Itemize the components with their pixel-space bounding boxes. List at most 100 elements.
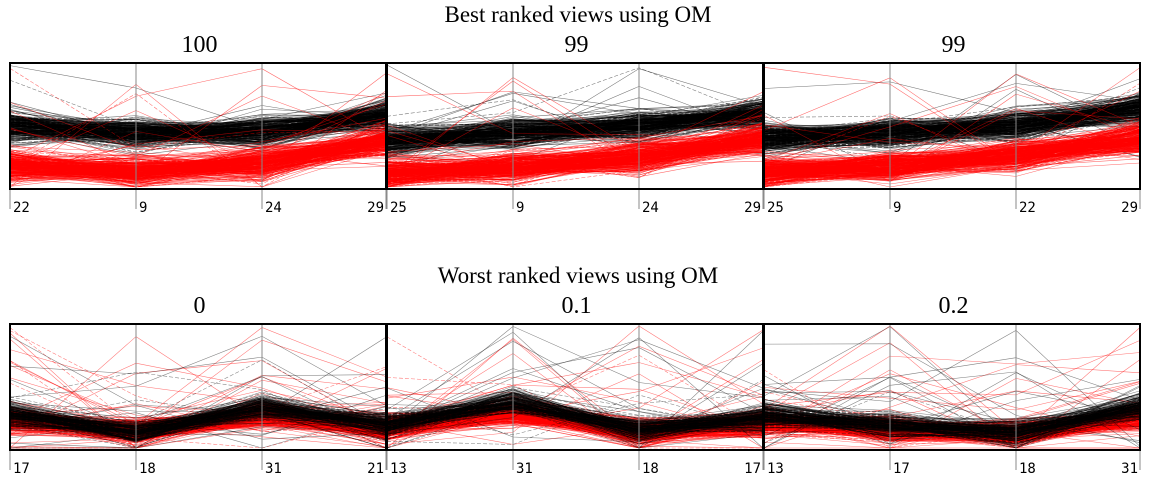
polylines-group	[386, 325, 764, 449]
polyline-red	[386, 336, 764, 424]
polyline-red	[763, 113, 1141, 171]
polyline-black	[386, 120, 764, 136]
axis-tick-label: 25	[767, 200, 784, 216]
panel-title-best-1: 100	[181, 32, 218, 58]
axis-tick-label: 18	[642, 461, 659, 477]
polyline-red	[9, 68, 387, 148]
polyline-black	[763, 343, 1141, 443]
polyline-black	[763, 330, 1141, 447]
polyline-black	[763, 404, 1141, 437]
polyline-black	[763, 405, 1141, 429]
polyline-red	[386, 143, 764, 164]
polyline-black	[763, 412, 1141, 434]
polyline-black	[386, 102, 764, 146]
axis-tick-label: 25	[390, 200, 407, 216]
polyline-black	[763, 376, 1141, 449]
polyline-red	[386, 147, 764, 178]
polyline-black	[763, 112, 1141, 135]
polyline-black	[763, 391, 1141, 427]
polyline-red	[9, 149, 387, 176]
polyline-black	[9, 359, 387, 432]
axis-tick-label: 18	[139, 461, 156, 477]
polyline-red	[386, 139, 764, 179]
polyline-red	[386, 142, 764, 184]
polyline-black	[763, 410, 1141, 440]
polyline-black	[9, 117, 387, 141]
polyline-red	[763, 340, 1141, 407]
polyline-black	[386, 406, 764, 439]
polyline-black	[386, 121, 764, 143]
polyline-black	[9, 417, 387, 440]
polyline-red	[9, 146, 387, 167]
polyline-black	[386, 392, 764, 438]
polyline-black	[9, 116, 387, 129]
polyline-red	[9, 110, 387, 166]
polyline-black	[386, 337, 764, 449]
polyline-red	[386, 139, 764, 167]
polyline-black	[386, 330, 764, 449]
polyline-black	[386, 398, 764, 439]
axis-tick-label: 17	[13, 461, 30, 477]
axis-tick-label: 9	[893, 200, 901, 216]
polyline-red	[763, 128, 1141, 173]
polyline-black	[386, 405, 764, 433]
polyline-red	[763, 134, 1141, 179]
axis-tick-label: 24	[642, 200, 659, 216]
polyline-black	[763, 116, 1141, 135]
axis-tick-label: 17	[893, 461, 910, 477]
panel-title-worst-2: 0.1	[561, 293, 592, 319]
polyline-black	[9, 402, 387, 441]
polyline-black	[386, 326, 764, 430]
polyline-black	[763, 386, 1141, 449]
parallel-plot-best-1: 22 9 24 29	[9, 62, 387, 216]
polyline-red	[386, 325, 764, 445]
polyline-black	[763, 371, 1141, 449]
polyline-black	[763, 103, 1141, 144]
polyline-black	[9, 335, 387, 406]
polyline-red	[763, 381, 1141, 411]
polyline-red	[9, 134, 387, 185]
polyline-red	[9, 360, 387, 435]
polyline-red	[763, 93, 1141, 182]
polyline-black	[763, 400, 1141, 432]
axis-tick-label: 29	[744, 200, 761, 216]
polyline-red	[9, 375, 387, 449]
polyline-black	[9, 409, 387, 430]
polylines-group	[763, 325, 1141, 449]
axis-tick-label: 13	[767, 461, 784, 477]
axis-tick-label: 18	[1019, 461, 1036, 477]
polyline-red	[763, 327, 1141, 444]
polyline-red	[9, 83, 387, 188]
parallel-plot-worst-1: 17 18 31 21	[9, 323, 387, 477]
polyline-red	[9, 338, 387, 449]
polyline-red	[763, 134, 1141, 187]
polyline-red	[386, 131, 764, 173]
polyline-red	[386, 90, 764, 172]
polyline-red	[386, 136, 764, 176]
polyline-black	[9, 414, 387, 433]
polyline-black	[9, 79, 387, 129]
polyline-black	[763, 372, 1141, 445]
polyline-black	[9, 114, 387, 145]
polyline-black	[386, 392, 764, 430]
polyline-red	[9, 150, 387, 167]
polyline-black	[386, 116, 764, 151]
polyline-red	[386, 353, 764, 449]
parallel-plot-worst-3: 13 17 18 31	[763, 323, 1141, 477]
polyline-black	[763, 116, 1141, 150]
best-section-title: Best ranked views using OM	[444, 2, 712, 27]
polyline-black	[386, 408, 764, 430]
polyline-red	[763, 137, 1141, 168]
polyline-black	[763, 357, 1141, 401]
polyline-red	[9, 92, 387, 158]
polyline-black	[763, 406, 1141, 430]
plot-frame	[763, 323, 1141, 451]
panel-title-best-2: 99	[564, 32, 589, 58]
polyline-black	[10, 374, 387, 449]
polyline-black	[386, 98, 764, 143]
polyline-black	[763, 402, 1141, 440]
parallel-plot-best-3: 25 9 22 29	[763, 62, 1141, 216]
polyline-black	[763, 390, 1141, 434]
polyline-red	[763, 140, 1141, 181]
axis-tick-label: 9	[516, 200, 524, 216]
